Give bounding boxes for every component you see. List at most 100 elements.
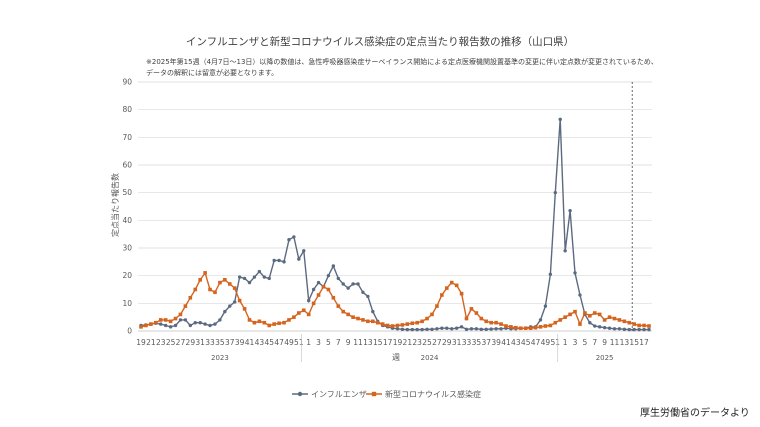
influenza-point xyxy=(233,300,237,304)
x-tick-label: 45 xyxy=(264,338,274,347)
influenza-point xyxy=(326,273,331,278)
influenza-point xyxy=(558,117,562,122)
influenza-point xyxy=(627,327,631,332)
y-tick-label: 0 xyxy=(127,327,132,336)
influenza-point xyxy=(287,238,291,242)
covid-point xyxy=(627,320,632,325)
legend-influenza-marker xyxy=(297,391,303,397)
x-tick-label: 7 xyxy=(336,338,341,347)
influenza-point xyxy=(415,327,419,332)
influenza-point xyxy=(543,304,548,308)
influenza-point xyxy=(622,327,627,332)
covid-point xyxy=(227,282,232,286)
covid-point xyxy=(306,312,311,317)
covid-point xyxy=(430,312,434,317)
y-tick-label: 70 xyxy=(122,133,132,142)
influenza-point xyxy=(228,304,232,308)
legend: インフルエンザ 新型コロナウイルス感染症 xyxy=(292,389,481,399)
x-tick-label: 35 xyxy=(215,338,225,347)
covid-point xyxy=(420,319,424,324)
covid-point xyxy=(454,283,459,288)
covid-point xyxy=(380,322,385,326)
covid-point xyxy=(282,320,286,325)
covid-point xyxy=(203,271,207,275)
y-tick-label: 90 xyxy=(122,78,132,87)
influenza-point xyxy=(173,323,178,328)
x-tick-label: 11 xyxy=(610,338,620,347)
influenza-point xyxy=(499,327,503,331)
x-tick-label: 5 xyxy=(326,338,331,347)
covid-point xyxy=(444,286,449,290)
covid-point xyxy=(607,315,612,319)
x-tick-label: 47 xyxy=(531,338,541,347)
covid-point xyxy=(597,312,602,317)
covid-point xyxy=(198,278,202,282)
influenza-point xyxy=(538,318,543,322)
y-tick-label: 20 xyxy=(122,271,132,280)
covid-point xyxy=(435,304,439,308)
covid-point xyxy=(331,296,336,300)
x-tick-label: 39 xyxy=(235,338,245,347)
influenza-point xyxy=(282,260,286,264)
x-tick-label: 41 xyxy=(245,338,255,347)
x-tick-label: 13 xyxy=(620,338,630,347)
covid-point xyxy=(494,320,498,325)
covid-point xyxy=(573,309,577,314)
covid-point xyxy=(257,319,262,324)
covid-point xyxy=(232,286,237,290)
covid-point xyxy=(272,322,276,326)
data-source-credit: 厚生労働省のデータより xyxy=(640,406,750,419)
y-axis-ticks: 0 10 20 30 40 50 60 70 80 90 xyxy=(122,78,132,336)
covid-point xyxy=(647,324,651,328)
covid-point xyxy=(277,321,281,326)
x-axis-ticks: 19 21 23 25 27 29 31 33 35 37 39 41 43 45 47 49 51 1 3 5 7 9 1… xyxy=(136,338,649,347)
influenza-point xyxy=(247,280,252,285)
covid-point xyxy=(395,323,400,328)
covid-point xyxy=(474,311,479,315)
covid-point xyxy=(366,319,370,324)
influenza-point xyxy=(405,327,410,332)
influenza-point xyxy=(573,271,577,275)
influenza-point xyxy=(242,276,247,281)
covid-point xyxy=(149,322,153,326)
covid-point xyxy=(144,323,148,328)
x-tick-label: 47 xyxy=(274,338,284,347)
influenza-point xyxy=(597,325,602,329)
influenza-point xyxy=(302,249,306,253)
covid-point xyxy=(178,312,183,317)
influenza-point xyxy=(168,325,173,329)
y-tick-label: 40 xyxy=(122,216,132,225)
covid-point xyxy=(410,321,415,326)
covid-point xyxy=(523,326,528,331)
covid-point xyxy=(346,312,350,317)
series-line-0 xyxy=(140,119,649,331)
grid-lines xyxy=(138,81,652,332)
x-tick-label: 25 xyxy=(166,338,176,347)
influenza-point xyxy=(395,327,400,331)
x-tick-label: 13 xyxy=(363,338,373,347)
covid-point xyxy=(213,290,217,295)
x-tick-label: 51 xyxy=(551,338,561,347)
influenza-point xyxy=(612,327,617,331)
influenza-point xyxy=(331,264,336,268)
x-tick-label: 49 xyxy=(284,338,294,347)
influenza-point xyxy=(602,325,607,330)
covid-point xyxy=(459,291,464,296)
influenza-point xyxy=(292,235,296,239)
covid-point xyxy=(588,313,592,318)
influenza-point xyxy=(647,327,651,332)
influenza-point xyxy=(435,327,439,331)
influenza-point xyxy=(351,282,355,286)
influenza-point xyxy=(262,275,267,279)
covid-point xyxy=(612,316,617,321)
covid-point xyxy=(514,325,518,330)
x-tick-label: 3 xyxy=(573,338,578,347)
covid-point xyxy=(341,309,346,314)
covid-point xyxy=(336,304,341,308)
influenza-point xyxy=(450,327,454,331)
covid-point xyxy=(371,319,375,324)
covid-point xyxy=(637,323,641,328)
x-tick-label: 33 xyxy=(462,338,472,347)
covid-point xyxy=(188,296,193,300)
x-tick-label: 33 xyxy=(205,338,215,347)
